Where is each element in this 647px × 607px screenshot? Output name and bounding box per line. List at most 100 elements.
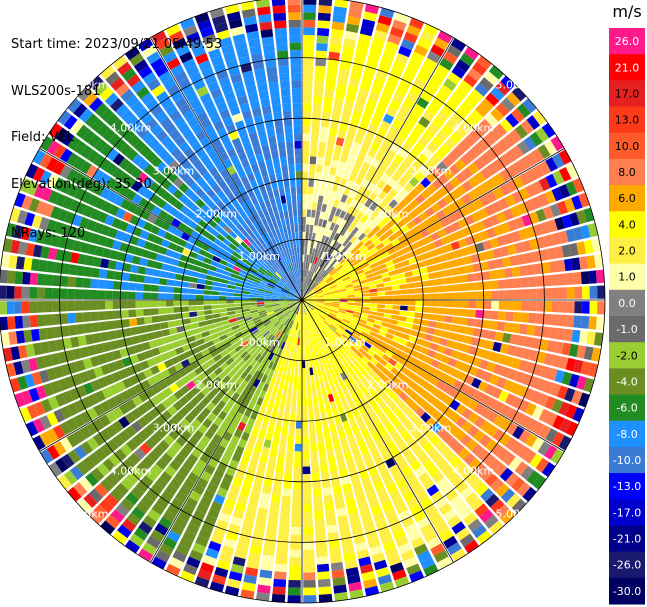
ray-bin xyxy=(460,283,469,291)
ray-bin xyxy=(356,462,367,473)
ray-bin xyxy=(503,208,514,221)
ray-bin xyxy=(216,210,226,220)
colorbar-tick-label: 17.0 xyxy=(615,88,640,101)
ray-bin xyxy=(296,300,302,306)
ray-bin xyxy=(321,479,331,489)
ray-bin xyxy=(496,211,507,224)
ray-bin xyxy=(302,209,307,217)
ray-bin xyxy=(53,326,63,338)
ray-bin xyxy=(97,290,106,300)
ray-bin xyxy=(323,320,330,327)
ray-bin xyxy=(244,512,256,523)
ray-bin xyxy=(219,308,228,313)
ray-bin xyxy=(505,311,514,322)
ray-bin xyxy=(195,391,206,402)
ray-bin xyxy=(551,232,562,246)
ray-bin xyxy=(331,304,340,308)
ray-bin xyxy=(303,285,306,293)
ray-bin xyxy=(297,254,300,263)
ray-bin xyxy=(324,236,330,245)
ray-bin xyxy=(161,166,173,178)
ray-bin xyxy=(79,411,92,424)
ray-bin xyxy=(355,201,364,211)
ray-bin xyxy=(369,288,378,293)
ray-bin xyxy=(311,465,320,474)
ray-bin xyxy=(136,317,145,326)
ray-bin xyxy=(299,337,302,346)
ray-bin xyxy=(285,327,290,335)
ray-bin xyxy=(108,133,122,147)
ray-bin xyxy=(310,443,318,452)
ray-bin xyxy=(394,262,403,270)
ray-bin xyxy=(321,172,329,182)
ray-bin xyxy=(67,184,79,198)
ray-bin xyxy=(305,360,309,369)
ray-bin xyxy=(165,446,178,459)
ray-bin xyxy=(158,71,173,84)
ray-bin xyxy=(448,424,461,437)
ray-bin xyxy=(259,406,267,416)
ray-bin xyxy=(158,345,168,354)
ray-bin xyxy=(115,230,125,241)
ray-bin xyxy=(108,384,120,396)
ray-bin xyxy=(283,249,288,258)
ray-bin xyxy=(5,362,17,378)
ray-bin xyxy=(221,384,231,394)
ray-bin xyxy=(284,233,290,242)
ray-bin xyxy=(133,343,144,354)
ray-bin xyxy=(182,248,192,257)
ray-bin xyxy=(459,317,468,326)
ray-bin xyxy=(245,365,253,374)
ray-bin xyxy=(174,135,186,147)
ray-bin xyxy=(319,279,326,286)
ray-bin xyxy=(179,484,192,497)
ring-label: 4.00km xyxy=(453,464,495,477)
ray-bin xyxy=(166,314,175,321)
ray-bin xyxy=(351,527,364,537)
ring-label: 5.00km xyxy=(67,79,109,92)
ray-bin xyxy=(242,308,251,313)
ray-bin xyxy=(532,421,545,436)
ray-bin xyxy=(288,209,293,218)
ray-bin xyxy=(155,477,168,490)
ray-bin xyxy=(150,463,163,476)
ray-bin xyxy=(259,281,268,287)
ray-bin xyxy=(326,264,333,272)
ray-bin xyxy=(476,530,492,545)
ray-bin xyxy=(277,541,289,550)
ray-bin xyxy=(402,214,412,224)
ray-bin xyxy=(136,238,147,248)
ray-bin xyxy=(368,221,377,231)
ray-bin xyxy=(551,287,560,299)
ray-bin xyxy=(208,540,222,552)
ray-bin xyxy=(518,399,530,413)
ray-bin xyxy=(410,226,420,236)
ray-bin xyxy=(337,283,346,289)
ray-bin xyxy=(200,562,215,574)
ray-bin xyxy=(221,44,235,55)
ray-bin xyxy=(357,337,366,345)
ray-bin xyxy=(460,486,474,500)
ray-bin xyxy=(373,384,383,394)
ray-bin xyxy=(288,264,293,272)
ray-bin xyxy=(302,413,308,422)
ray-bin xyxy=(444,450,457,463)
ray-bin xyxy=(105,71,120,86)
ray-bin xyxy=(222,404,232,414)
ray-bin xyxy=(506,289,515,300)
ray-bin xyxy=(285,310,292,316)
ray-bin xyxy=(280,316,287,323)
ray-bin xyxy=(310,450,318,459)
ray-bin xyxy=(392,295,401,300)
ray-bin xyxy=(317,563,330,573)
ray-bin xyxy=(167,405,178,416)
ray-bin xyxy=(386,482,398,494)
ray-bin xyxy=(520,312,529,323)
ray-bin xyxy=(353,308,362,313)
ray-bin xyxy=(267,385,274,394)
ray-bin xyxy=(256,304,265,307)
ray-bin xyxy=(366,317,376,324)
ray-bin xyxy=(194,224,204,234)
ray-bin xyxy=(350,246,359,255)
ray-bin xyxy=(138,548,154,562)
